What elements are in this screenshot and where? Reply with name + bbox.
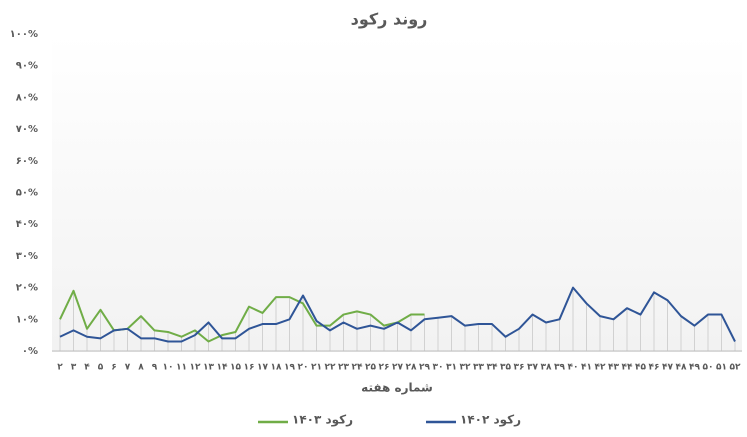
- x-tick-label: ۱۱: [176, 363, 187, 373]
- y-tick-label: ۲۰%: [16, 283, 38, 294]
- x-tick-label: ۲۵: [365, 363, 376, 373]
- x-tick-label: ۹: [152, 363, 158, 373]
- legend-label: رکود ۱۴۰۳: [292, 413, 353, 428]
- y-tick-label: ۱۰%: [16, 314, 38, 325]
- x-tick-label: ۳۹: [554, 363, 565, 373]
- x-tick-label: ۵۰: [703, 363, 714, 373]
- x-tick-label: ۴۱: [581, 363, 592, 373]
- x-tick-label: ۴۶: [649, 363, 660, 373]
- x-tick-label: ۸: [138, 363, 144, 373]
- y-tick-label: ۴۰%: [16, 219, 38, 230]
- x-tick-label: ۴۵: [635, 363, 646, 373]
- x-tick-label: ۴۸: [676, 363, 687, 373]
- x-tick-label: ۳۷: [527, 363, 538, 373]
- x-tick-label: ۳۳: [473, 363, 484, 373]
- y-tick-label: ۳۰%: [16, 251, 38, 262]
- x-tick-label: ۵: [98, 363, 104, 373]
- x-tick-label: ۲۹: [419, 363, 430, 373]
- x-tick-label: ۴۹: [689, 363, 700, 373]
- x-tick-label: ۳۴: [487, 363, 498, 373]
- x-tick-label: ۲۸: [406, 363, 417, 373]
- x-tick-label: ۲۰: [298, 363, 309, 373]
- y-tick-label: ۶۰%: [16, 156, 38, 167]
- legend-label: رکود ۱۴۰۲: [460, 413, 521, 428]
- y-tick-label: ۹۰%: [16, 61, 38, 72]
- x-tick-label: ۴۳: [608, 363, 619, 373]
- x-tick-label: ۲۴: [352, 363, 363, 373]
- x-tick-label: ۴۴: [622, 363, 633, 373]
- x-tick-label: ۴: [84, 363, 90, 373]
- x-tick-label: ۳۸: [541, 363, 552, 373]
- x-tick-label: ۴۷: [662, 363, 673, 373]
- y-tick-label: ۰%: [22, 346, 38, 357]
- x-tick-label: ۱۲: [190, 363, 201, 373]
- x-tick-label: ۶: [111, 363, 117, 373]
- x-tick-label: ۴۰: [568, 363, 579, 373]
- x-tick-label: ۱۶: [244, 363, 255, 373]
- x-tick-label: ۷: [125, 363, 131, 373]
- x-tick-label: ۳۶: [514, 363, 525, 373]
- y-tick-label: ۱۰۰%: [10, 29, 38, 40]
- y-tick-label: ۸۰%: [16, 92, 38, 103]
- x-tick-label: ۵۲: [730, 363, 741, 373]
- x-tick-label: ۱۳: [203, 363, 214, 373]
- x-tick-label: ۲۷: [392, 363, 403, 373]
- x-tick-label: ۲۶: [379, 363, 390, 373]
- x-tick-label: ۲۲: [325, 363, 336, 373]
- x-tick-label: ۴۲: [595, 363, 606, 373]
- x-tick-label: ۵۱: [716, 363, 727, 373]
- x-tick-label: ۲۳: [338, 363, 349, 373]
- x-tick-label: ۱۴: [217, 363, 228, 373]
- plot-area: [52, 34, 742, 352]
- x-tick-label: ۳۲: [460, 363, 471, 373]
- x-tick-label: ۳۱: [446, 363, 457, 373]
- y-tick-label: ۵۰%: [16, 188, 38, 199]
- x-tick-label: ۱۵: [230, 363, 241, 373]
- x-tick-label: ۱۷: [257, 363, 268, 373]
- series-line: [59, 286, 736, 343]
- x-tick-label: ۲: [57, 363, 63, 373]
- y-tick-label: ۷۰%: [16, 124, 38, 135]
- chart-title: روند رکود: [351, 10, 428, 29]
- x-axis-label: شماره هفته: [361, 381, 433, 395]
- x-tick-label: ۱۹: [284, 363, 295, 373]
- x-tick-label: ۳۰: [433, 363, 444, 373]
- x-tick-label: ۱۰: [163, 363, 174, 373]
- x-tick-label: ۱۸: [271, 363, 282, 373]
- x-tick-label: ۳۵: [500, 363, 511, 373]
- x-tick-label: ۳: [71, 363, 77, 373]
- x-tick-label: ۲۱: [311, 363, 322, 373]
